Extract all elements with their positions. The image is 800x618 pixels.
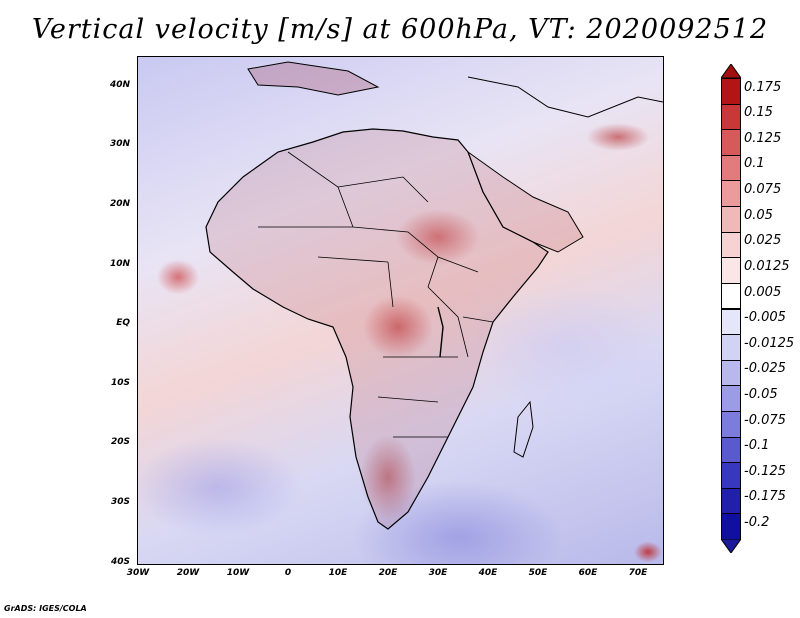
lat-tick-label: 40N (109, 80, 130, 90)
lat-tick-label: 40S (110, 557, 130, 567)
lon-tick-label: 20W (176, 568, 200, 578)
colorbar-label: -0.0125 (744, 335, 795, 351)
colorbar-label: 0.175 (744, 79, 782, 95)
colorbar-swatch (721, 257, 741, 284)
lat-tick-label: 30S (110, 497, 130, 507)
lat-tick-label: 10N (109, 259, 130, 269)
colorbar-swatch (721, 231, 741, 259)
colorbar-label: 0.075 (744, 182, 782, 198)
colorbar-swatch (721, 103, 741, 131)
colorbar-label: -0.1 (744, 438, 770, 454)
colorbar-swatch (721, 206, 741, 233)
colorbar-swatch (721, 308, 741, 336)
colorbar-label: 0.0125 (744, 258, 790, 274)
lon-tick-label: 50E (528, 568, 548, 578)
colorbar-label: -0.005 (744, 310, 786, 326)
lon-tick-label: 60E (578, 568, 598, 578)
lat-tick-label: 10S (110, 378, 130, 388)
lon-tick-label: 70E (628, 568, 648, 578)
lat-tick-label: EQ (116, 318, 130, 328)
lon-tick-label: 40E (478, 568, 498, 578)
colorbar-label: 0.05 (744, 207, 773, 223)
colorbar-swatch (721, 154, 741, 182)
colorbar-label: -0.05 (744, 386, 778, 402)
lon-tick-label: 10W (226, 568, 250, 578)
colorbar-label: -0.025 (744, 361, 786, 377)
lon-tick-label: 30W (126, 568, 150, 578)
lon-tick-label: 20E (378, 568, 398, 578)
colorbar-swatch (721, 462, 741, 489)
chart-title: Vertical velocity [m/s] at 600hPa, VT: 2… (31, 14, 769, 45)
colorbar-swatch (721, 129, 741, 156)
colorbar-top-arrow (721, 64, 741, 78)
colorbar-swatch (721, 78, 741, 105)
map-plot-area (137, 56, 664, 565)
colorbar-label: -0.075 (744, 412, 786, 428)
colorbar-label: 0.1 (744, 156, 765, 172)
colorbar-label: 0.025 (744, 233, 782, 249)
colorbar-swatch (721, 282, 741, 310)
colorbar-label: -0.125 (744, 463, 786, 479)
lat-tick-label: 30N (109, 139, 130, 149)
lon-tick-label: 0 (284, 568, 292, 578)
colorbar-swatch (721, 359, 741, 387)
colorbar-swatch (721, 436, 741, 464)
colorbar-swatch (721, 334, 741, 361)
africa-outline (205, 61, 663, 530)
lat-tick-label: 20N (109, 199, 130, 209)
colorbar-label: 0.15 (744, 105, 773, 121)
colorbar-label: 0.005 (744, 284, 782, 300)
credit-text: GrADS: IGES/COLA (4, 604, 87, 613)
lon-tick-label: 30E (428, 568, 448, 578)
colorbar-swatch (721, 487, 741, 515)
colorbar-label: -0.2 (744, 515, 770, 530)
colorbar-swatch (721, 180, 741, 208)
colorbar-swatch (721, 385, 741, 412)
lon-tick-label: 10E (328, 568, 348, 578)
colorbar-label: 0.125 (744, 130, 782, 146)
colorbar-swatch (721, 410, 741, 438)
colorbar-label: -0.175 (744, 489, 786, 505)
colorbar-swatch (721, 513, 741, 540)
lat-tick-label: 20S (110, 437, 130, 447)
colorbar-bottom-arrow (721, 539, 741, 553)
